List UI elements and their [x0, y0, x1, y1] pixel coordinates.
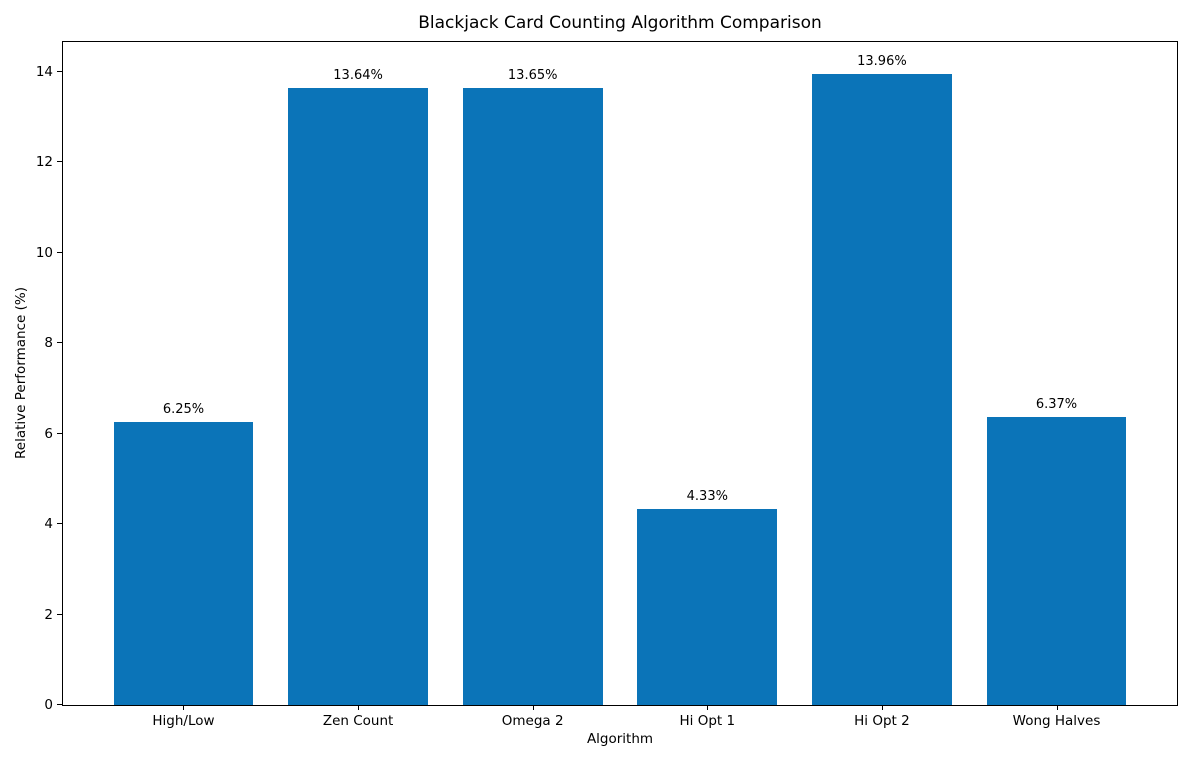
y-axis-label: Relative Performance (%): [13, 287, 29, 459]
x-tick-mark: [532, 705, 534, 710]
x-tick-mark: [358, 705, 360, 710]
bar: [288, 88, 428, 705]
x-tick-label: High/Low: [152, 713, 215, 729]
bar: [113, 422, 254, 705]
x-axis-label: Algorithm: [586, 731, 654, 747]
bar-value-label: 6.37%: [1035, 396, 1078, 412]
x-tick-label: Omega 2: [501, 713, 564, 729]
y-tick-mark: [57, 70, 63, 72]
x-tick-mark: [881, 705, 883, 710]
y-tick-mark: [57, 342, 63, 344]
y-tick-label: 14: [35, 63, 53, 80]
bar-value-label: 4.33%: [686, 489, 728, 505]
bar-value-label: 6.25%: [162, 402, 205, 418]
y-tick-label: 6: [44, 425, 53, 442]
x-tick-mark: [1056, 705, 1058, 710]
y-tick-mark: [57, 704, 63, 705]
y-tick-mark: [57, 161, 63, 163]
bar: [462, 87, 603, 705]
y-tick-label: 8: [44, 335, 53, 352]
chart-title: Blackjack Card Counting Algorithm Compar…: [418, 13, 822, 33]
plot-area: 6.25% High/Low 13.64% Zen Count 13.65% Omega …: [36, 41, 1178, 729]
x-tick-label: Hi Opt 2: [854, 713, 910, 729]
x-tick-label: Wong Halves: [1012, 713, 1101, 729]
bar-value-label: 13.64%: [333, 68, 383, 84]
y-tick-label: 4: [44, 516, 53, 533]
x-tick-mark: [707, 705, 709, 710]
y-tick-mark: [57, 523, 63, 525]
bar: [812, 73, 952, 705]
bar: [986, 416, 1127, 705]
y-tick-label: 2: [44, 606, 53, 623]
bar: [637, 509, 778, 705]
x-tick-label: Zen Count: [322, 713, 394, 729]
bar-value-label: 13.65%: [507, 67, 558, 83]
x-tick-label: Hi Opt 1: [679, 713, 736, 729]
y-tick-mark: [57, 251, 63, 253]
y-tick-mark: [57, 432, 63, 434]
y-tick-label: 0: [44, 697, 53, 713]
y-tick-label: 10: [35, 244, 53, 261]
y-tick-mark: [57, 613, 63, 615]
x-tick-mark: [183, 705, 185, 710]
bar-value-label: 13.96%: [857, 53, 907, 69]
y-tick-label: 12: [35, 154, 53, 171]
